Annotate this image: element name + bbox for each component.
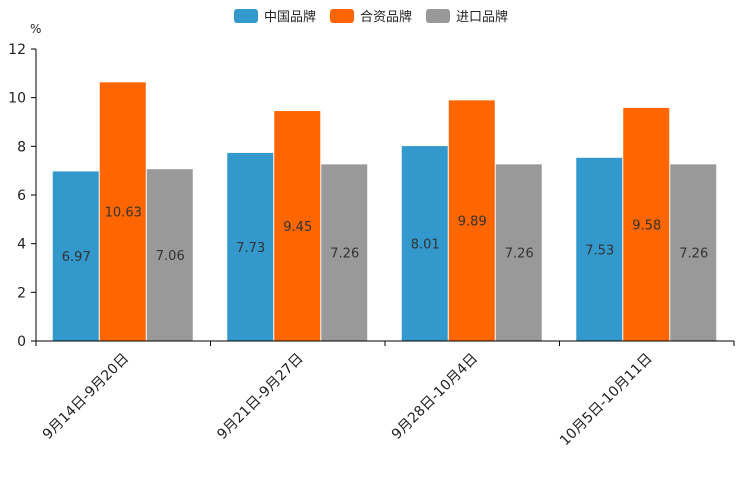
bar [146, 169, 193, 341]
y-unit-label: % [30, 22, 41, 36]
legend-swatch [426, 9, 450, 23]
x-tick-label: 9月14日-9月20日 [40, 351, 132, 443]
bar [321, 164, 368, 341]
legend-swatch [234, 9, 258, 23]
bar-value-label: 8.01 [411, 238, 440, 253]
y-tick-label: 10 [8, 91, 26, 107]
bar [99, 82, 146, 341]
bar [448, 100, 495, 342]
bar [623, 107, 670, 342]
y-tick-label: 4 [17, 237, 26, 253]
y-tick-label: 8 [17, 139, 26, 155]
x-axis: 9月14日-9月20日 9月21日-9月27日 9月28日-10月4日 10月5日-1… [35, 340, 735, 450]
bar-value-label: 7.06 [156, 249, 185, 264]
y-tick-label: 12 [8, 42, 26, 58]
y-tick-label: 2 [17, 285, 26, 301]
bar-value-label: 7.26 [330, 247, 359, 262]
x-tick-label: 9月28日-10月4日 [389, 351, 481, 443]
bar [670, 164, 717, 341]
x-tick-label: 9月21日-9月27日 [214, 351, 306, 443]
bar [576, 157, 623, 341]
bar-value-label: 7.26 [679, 247, 708, 262]
legend-label: 中国品牌 [264, 9, 316, 25]
bar [495, 164, 542, 341]
bar-value-label: 9.89 [458, 215, 487, 230]
bar [401, 146, 448, 341]
bar-value-label: 7.73 [236, 241, 265, 256]
legend-label: 进口品牌 [456, 9, 508, 25]
legend-label: 合资品牌 [360, 9, 412, 25]
bar-value-label: 7.26 [505, 247, 534, 262]
bars-group: 6.97 7.73 8.01 7.53 10.63 9.45 9.89 9.58 7.06 7.2… [52, 82, 717, 342]
bar [227, 152, 274, 341]
y-tick-label: 6 [17, 188, 26, 204]
x-tick-label: 10月5日-10月11日 [557, 351, 656, 450]
bar [52, 171, 99, 341]
bar-value-label: 9.58 [632, 218, 661, 233]
y-tick-label: 0 [17, 334, 26, 350]
bar [274, 111, 321, 341]
bar-value-label: 6.97 [62, 250, 91, 265]
legend-swatch [330, 9, 354, 23]
bar-value-label: 10.63 [105, 206, 142, 221]
legend: 中国品牌 合资品牌 进口品牌 [234, 9, 508, 25]
bar-value-label: 7.53 [585, 243, 614, 258]
bar-value-label: 9.45 [283, 220, 312, 235]
y-axis: 0 2 4 6 8 10 12 [8, 42, 37, 350]
